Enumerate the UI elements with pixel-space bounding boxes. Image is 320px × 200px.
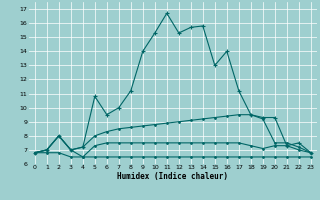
X-axis label: Humidex (Indice chaleur): Humidex (Indice chaleur) <box>117 172 228 181</box>
